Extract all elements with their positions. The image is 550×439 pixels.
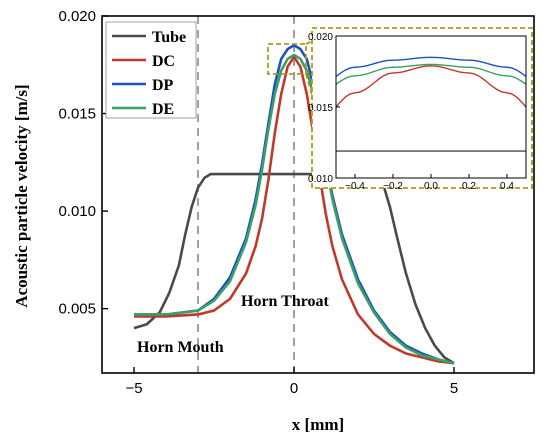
x-ticks: −5 0 5 [125,367,458,397]
inset-series-lines [336,56,526,152]
inset-x-tick-label: −0.2 [383,181,403,192]
x-tick-label: 0 [290,380,298,397]
legend-label-tube: Tube [152,29,186,46]
inset-series-line-dp [336,56,526,78]
inset-plot: −0.4 −0.2 0.0 0.2 0.4 0.010 0.015 0.020 [308,27,533,192]
zoom-region-box [267,43,307,75]
series-lines [133,43,455,365]
x-axis-title: x [mm] [292,415,344,434]
inset-series-line-de [336,63,526,85]
inset-x-tick-label: 0.2 [462,181,476,192]
legend-label-de: DE [152,101,174,118]
y-axis-title: Acoustic particle velocity [m/s] [12,84,31,307]
x-tick-label: 5 [450,380,458,397]
legend-box [105,21,197,119]
inset-x-ticks: −0.4 −0.2 0.0 0.2 0.4 [345,174,514,192]
series-line-de [134,53,455,365]
inset-y-tick-label: 0.010 [308,174,333,185]
inset-y-tick-label: 0.015 [308,103,333,114]
inset-x-tick-label: 0.4 [500,181,514,192]
y-ticks: 0.005 0.010 0.015 0.020 [58,8,108,318]
inset-series-line-dc [336,65,526,108]
legend-label-dp: DP [152,77,174,94]
legend: Tube DC DP DE [105,21,197,119]
series-line-tube [133,172,455,365]
y-tick-label: 0.020 [58,8,96,25]
plot-frame [101,15,535,374]
main-plot: −5 0 5 0.005 0.010 0.015 0.020 [58,8,535,397]
inset-y-ticks: 0.010 0.015 0.020 [308,32,340,185]
y-tick-label: 0.005 [58,301,96,318]
x-tick-label: −5 [125,380,142,397]
legend-label-dc: DC [152,53,175,70]
annotation-horn-mouth: Horn Mouth [137,339,224,356]
inset-x-tick-label: −0.4 [345,181,365,192]
annotation-horn-throat: Horn Throat [241,293,330,310]
y-tick-label: 0.015 [58,106,96,123]
inset-x-tick-label: 0.0 [424,181,438,192]
inset-outer-border [311,27,533,189]
y-tick-label: 0.010 [58,203,96,220]
inset-y-tick-label: 0.020 [308,32,333,43]
series-line-dc [134,55,455,365]
